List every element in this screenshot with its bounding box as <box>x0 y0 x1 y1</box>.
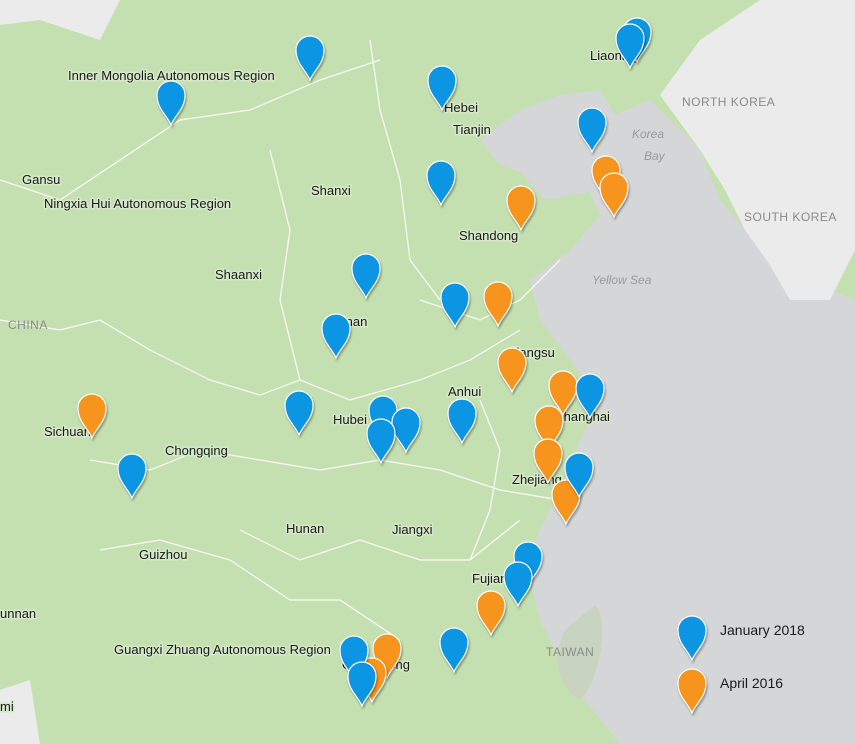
pin <box>321 313 351 360</box>
pin <box>476 590 506 637</box>
sea-label: NORTH KOREA <box>682 95 775 109</box>
pin <box>599 172 629 219</box>
pin <box>551 479 581 526</box>
korea <box>660 0 855 300</box>
pin <box>366 418 396 465</box>
vietnam <box>0 680 40 744</box>
legend: January 2018 April 2016 <box>677 615 805 715</box>
foreign-northwest <box>0 0 120 40</box>
sea-label: TAIWAN <box>546 645 594 659</box>
pin <box>503 561 533 608</box>
region-label: mi <box>0 699 14 714</box>
region-label: Hebei <box>444 100 478 115</box>
region-label: Inner Mongolia Autonomous Region <box>68 68 275 83</box>
sea-label: Yellow Sea <box>592 273 652 287</box>
pin <box>156 80 186 127</box>
region-label: Ningxia Hui Autonomous Region <box>44 196 231 211</box>
region-label: Fujian <box>472 571 507 586</box>
pin <box>77 393 107 440</box>
region-label: Shanxi <box>311 183 351 198</box>
pin <box>564 452 594 499</box>
pin <box>677 668 707 715</box>
pin <box>347 661 377 708</box>
sea-label: CHINA <box>8 318 48 332</box>
legend-label: April 2016 <box>720 675 783 691</box>
pin <box>427 65 457 112</box>
sea-label: SOUTH KOREA <box>744 210 837 224</box>
pin <box>533 438 563 485</box>
pin <box>497 347 527 394</box>
pin <box>575 373 605 420</box>
pin <box>439 627 469 674</box>
pin <box>577 107 607 154</box>
region-label: Jiangxi <box>392 522 433 537</box>
pin <box>615 23 645 70</box>
pins <box>77 17 652 708</box>
pin <box>117 453 147 500</box>
region-label: Gansu <box>22 172 60 187</box>
pin <box>351 253 381 300</box>
sea-label: Korea <box>632 127 664 141</box>
region-label: Tianjin <box>453 122 491 137</box>
region-label: Guangxi Zhuang Autonomous Region <box>114 642 331 657</box>
pin <box>506 185 536 232</box>
region-label: Chongqing <box>165 443 228 458</box>
region-label: Shaanxi <box>215 267 262 282</box>
pin <box>548 370 578 417</box>
pin <box>447 398 477 445</box>
pin <box>483 281 513 328</box>
region-label: Sichuan <box>44 424 91 439</box>
region-label: Shanghai <box>555 409 610 424</box>
pin <box>677 615 707 662</box>
sea-label: Bay <box>644 149 666 163</box>
region-label: Shandong <box>459 228 518 243</box>
legend-label: January 2018 <box>720 622 805 638</box>
taiwan <box>557 605 603 700</box>
region-label: Zhejiang <box>512 472 562 487</box>
region-label: unnan <box>0 606 36 621</box>
pin <box>426 160 456 207</box>
boundaries <box>0 39 561 641</box>
region-label: Hunan <box>286 521 324 536</box>
pin <box>440 282 470 329</box>
region-label: Guizhou <box>139 547 187 562</box>
region-label: Anhui <box>448 384 481 399</box>
pin <box>295 35 325 82</box>
sea <box>480 90 855 744</box>
pin <box>534 405 564 452</box>
pin <box>284 390 314 437</box>
region-label: Hubei <box>333 412 367 427</box>
